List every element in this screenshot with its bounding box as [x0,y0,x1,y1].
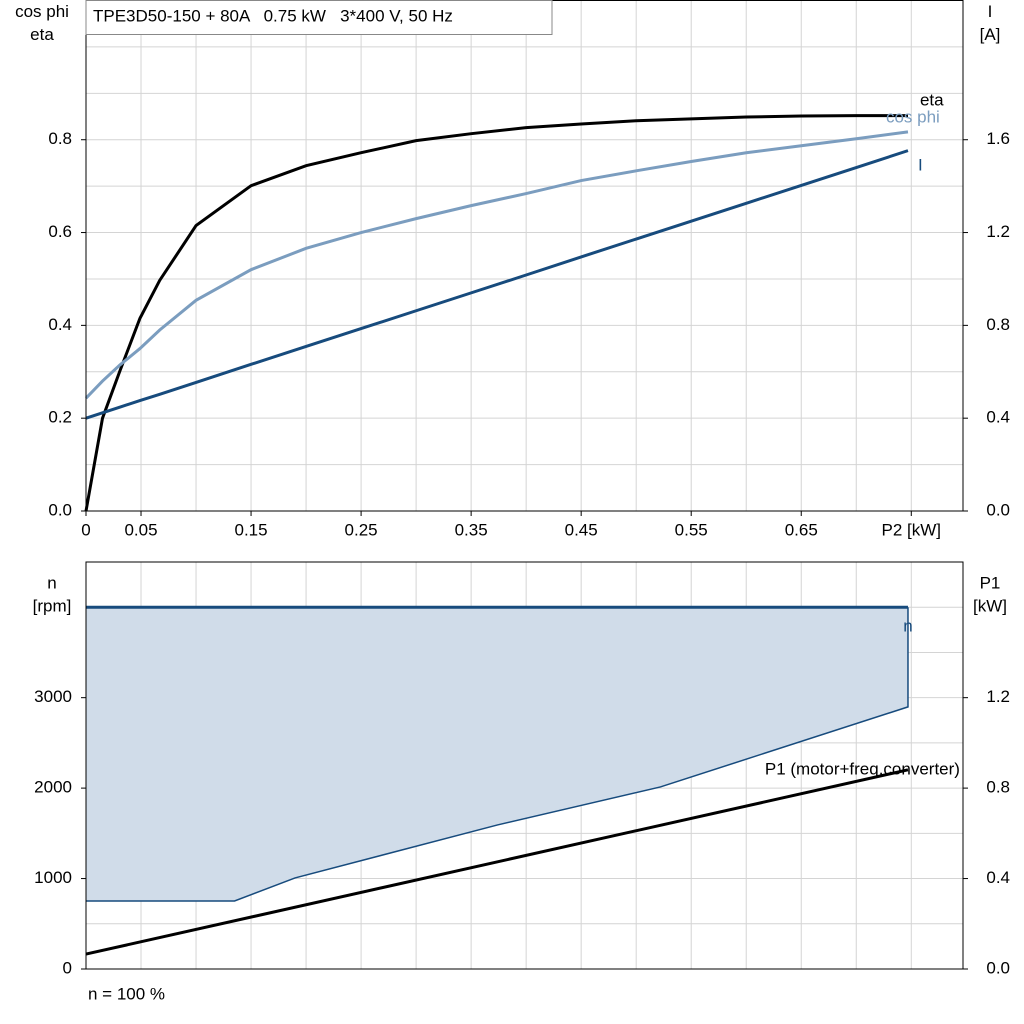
y-tick-label: 0.2 [48,408,72,427]
x-tick-label: 0.15 [235,520,268,539]
x-tick-label: 0 [81,520,90,539]
y-axis-label: [rpm] [33,596,72,615]
y2-tick-label: 0.4 [986,868,1010,887]
y-axis-label: n [47,573,56,592]
y2-tick-label: 0.0 [986,500,1010,519]
x-tick-label: 0.65 [785,520,818,539]
annotation: n = 100 % [88,984,165,1003]
line-0 [84,114,908,512]
x-tick-label: 0.25 [345,520,378,539]
y-tick-label: 3000 [34,687,72,706]
y-tick-label: 0.0 [48,500,72,519]
series-label: n [903,616,912,635]
y2-tick-label: 1.2 [986,222,1010,241]
y2-axis-label: [A] [980,25,1001,44]
area [86,607,908,901]
y2-tick-label: 0.8 [986,315,1010,334]
y2-axis-label: P1 [980,573,1001,592]
y2-tick-label: 0.0 [986,958,1010,977]
chart-title: TPE3D50-150 + 80A 0.75 kW 3*400 V, 50 Hz [93,6,453,25]
line-2 [85,149,909,420]
title-box [85,0,553,35]
y-tick-label: 0.4 [48,315,72,334]
line-1 [84,130,909,400]
y-tick-label: 2000 [34,778,72,797]
y-tick-label: 0.6 [48,222,72,241]
y2-tick-label: 1.6 [986,129,1010,148]
x-tick-label: 0.45 [565,520,598,539]
y2-axis-label: I [988,2,993,21]
x-tick-label: 0.55 [675,520,708,539]
y2-tick-label: 0.8 [986,778,1010,797]
series-label: cos phi [886,107,940,126]
y-tick-label: 0.8 [48,129,72,148]
y2-axis-label: [kW] [973,596,1007,615]
plot-frame [85,561,964,970]
series-label: I [918,155,923,174]
x-tick-label: P2 [kW] [882,520,942,539]
series-label: eta [920,90,944,109]
y-axis-label: eta [30,25,54,44]
area-lower [86,607,909,902]
y2-tick-label: 1.2 [986,687,1010,706]
line-1 [85,768,909,956]
series-label: P1 (motor+freq.converter) [765,759,960,778]
x-tick-label: 0.05 [124,520,157,539]
y-axis-label: cos phi [15,2,69,21]
x-tick-label: 0.35 [455,520,488,539]
y-tick-label: 0 [63,958,72,977]
y2-tick-label: 0.4 [986,408,1010,427]
y-tick-label: 1000 [34,868,72,887]
